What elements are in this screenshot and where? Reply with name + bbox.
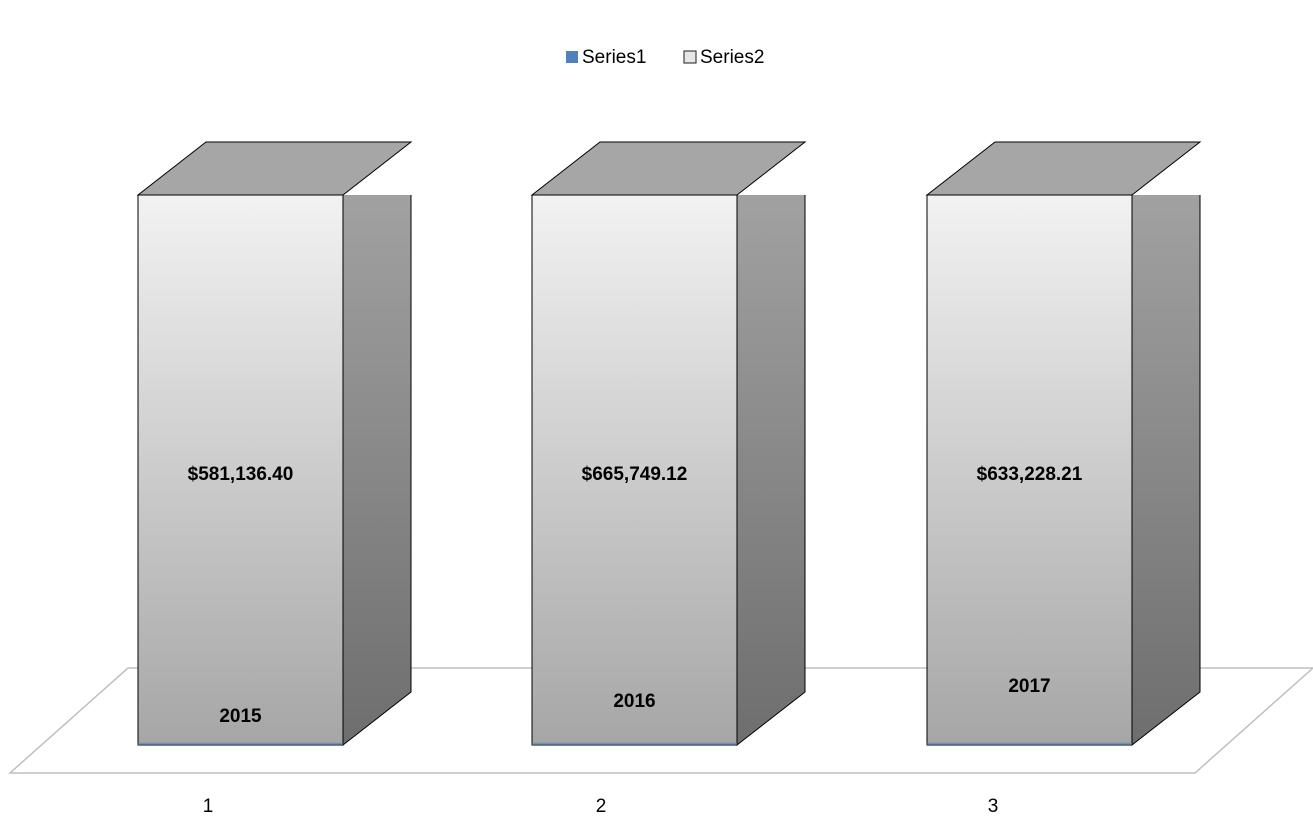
bar-side (737, 142, 805, 745)
bar-top (927, 142, 1200, 195)
x-tick-label: 2 (596, 796, 607, 817)
legend-swatch (566, 51, 578, 63)
plot-area: $581,136.40 2015 1 $665,749.12 2016 2 $633,228… (138, 142, 1200, 817)
data-label: $633,228.21 (977, 464, 1083, 485)
data-label: 2017 (1008, 676, 1050, 697)
legend: Series1 Series2 (566, 47, 764, 68)
chart: Series1 Series2 $581,136.40 2015 1 $665,749.… (0, 0, 1313, 819)
bar-group (532, 142, 805, 745)
bar-group (927, 142, 1200, 745)
data-label: $581,136.40 (188, 464, 294, 485)
bar-side (1132, 142, 1200, 745)
bar-top (532, 142, 805, 195)
bar (927, 743, 1132, 745)
legend-label: Series1 (582, 47, 646, 68)
legend-swatch (684, 51, 696, 63)
bar-top (138, 142, 411, 195)
bar (138, 743, 343, 745)
data-label: 2015 (219, 706, 262, 727)
bar (532, 743, 737, 745)
data-label: 2016 (613, 691, 655, 712)
legend-label: Series2 (700, 47, 764, 68)
x-tick-label: 1 (203, 796, 214, 817)
x-tick-label: 3 (988, 796, 999, 817)
data-label: $665,749.12 (582, 464, 688, 485)
bar-side (343, 142, 411, 745)
bar-group (138, 142, 411, 745)
